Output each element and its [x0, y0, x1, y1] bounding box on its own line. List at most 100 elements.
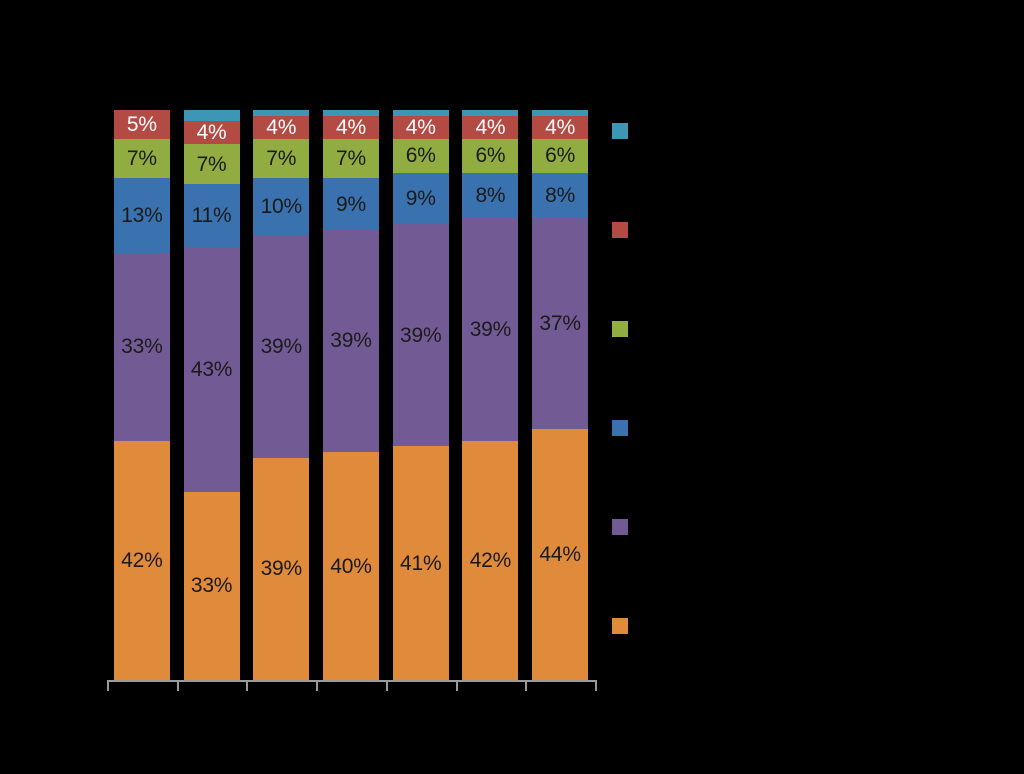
bar-segment: 6% — [392, 138, 449, 173]
x-axis-tick — [385, 680, 388, 691]
bar-segment-label: 39% — [399, 323, 442, 347]
bar-segment: 7% — [113, 138, 170, 179]
bar-segment-label: 42% — [121, 548, 163, 572]
bar-segment-label: 39% — [260, 335, 303, 359]
bar-column: 4% 6% 8% 37% 44% — [532, 110, 589, 680]
bar-segment-label: 4% — [405, 115, 436, 139]
bar-segment-label: 4% — [545, 115, 576, 139]
bar-segment: 6% — [532, 138, 589, 173]
bar-segment: 11% — [183, 184, 240, 247]
plot-area: 5% 7% 13% 33% 42% 4% 7% 11% 43% 33% 4% 7% 10% 39% 39% 4… — [107, 110, 595, 680]
bar-segment — [392, 110, 449, 116]
bar-segment-label: 11% — [191, 203, 232, 227]
bar-column: 4% 7% 9% 39% 40% — [323, 110, 379, 680]
bar-segment-label: 9% — [336, 192, 366, 216]
bar-segment: 39% — [392, 224, 449, 447]
legend-item[interactable] — [612, 518, 636, 536]
bar-segment: 4% — [253, 115, 310, 139]
bar-segment: 4% — [183, 121, 240, 145]
legend-item[interactable] — [612, 221, 636, 239]
bar-segment: 13% — [113, 178, 170, 253]
bar-segment — [532, 110, 589, 116]
bar-segment: 9% — [323, 178, 379, 230]
bar-segment: 4% — [392, 115, 449, 139]
bar-segment: 33% — [183, 491, 240, 680]
bar-segment: 42% — [462, 440, 519, 680]
bar-segment: 39% — [323, 229, 379, 452]
x-axis-tick — [595, 680, 597, 691]
bar-segment-label: 10% — [260, 195, 303, 219]
bar-segment-label: 33% — [121, 335, 163, 359]
x-axis-tick — [316, 680, 319, 691]
bar-column: 4% 7% 11% 43% 33% — [183, 110, 240, 680]
bar-segment: 7% — [323, 138, 379, 179]
bar-column: 4% 6% 9% 39% 41% — [392, 110, 449, 680]
bar-segment-label: 9% — [405, 186, 436, 210]
bar-segment: 39% — [462, 218, 519, 441]
bar-segment-label: 8% — [545, 184, 576, 208]
legend-color-swatch — [612, 420, 628, 436]
bar-segment: 37% — [532, 218, 589, 430]
legend-item[interactable] — [612, 122, 636, 140]
bar-segment-label: 39% — [260, 557, 303, 581]
bar-segment: 43% — [183, 246, 240, 492]
bar-segment-label: 7% — [266, 146, 297, 170]
bar-segment-label: 6% — [405, 144, 436, 168]
bar-segment: 8% — [462, 172, 519, 219]
bar-segment-label: 43% — [190, 357, 233, 381]
bar-segment: 6% — [462, 138, 519, 173]
legend-color-swatch — [612, 222, 628, 238]
bar-segment-label: 41% — [399, 551, 442, 575]
x-axis-tick — [107, 680, 109, 691]
bar-column: 4% 7% 10% 39% 39% — [253, 110, 310, 680]
x-axis-tick — [455, 680, 458, 691]
bar-segment — [462, 110, 519, 116]
chart-legend — [612, 110, 1012, 670]
legend-color-swatch — [612, 321, 628, 337]
bar-segment-label: 4% — [475, 115, 506, 139]
bar-column: 5% 7% 13% 33% 42% — [113, 110, 170, 680]
bar-segment-label: 4% — [196, 121, 227, 145]
bar-segment-label: 42% — [469, 548, 512, 572]
bar-segment-label: 6% — [545, 144, 576, 168]
bar-segment-label: 13% — [121, 203, 163, 227]
x-axis-line — [107, 680, 595, 682]
legend-color-swatch — [612, 123, 628, 139]
bar-segment-label: 4% — [266, 115, 297, 139]
bar-segment — [323, 110, 379, 116]
bar-column: 4% 6% 8% 39% 42% — [462, 110, 519, 680]
bar-segment: 40% — [323, 452, 379, 680]
bar-segment: 9% — [392, 172, 449, 225]
bar-segment-label: 7% — [126, 146, 157, 170]
bar-segment-label: 4% — [336, 115, 366, 139]
bar-segment-label: 33% — [190, 574, 233, 598]
bar-segment-label: 7% — [336, 146, 366, 170]
bar-segment: 7% — [183, 144, 240, 185]
bar-segment — [183, 110, 240, 122]
bar-segment: 44% — [532, 429, 589, 680]
x-axis-tick — [176, 680, 179, 691]
bar-segment: 41% — [392, 446, 449, 680]
bar-segment — [253, 110, 310, 116]
bar-segment-label: 5% — [126, 112, 157, 136]
bar-segment: 10% — [253, 178, 310, 236]
legend-item[interactable] — [612, 617, 636, 635]
x-axis-tick — [246, 680, 249, 691]
bar-segment: 4% — [532, 115, 589, 139]
bar-segment: 5% — [113, 110, 170, 139]
x-axis-tick — [525, 680, 528, 691]
bar-segment: 7% — [253, 138, 310, 179]
bar-segment: 4% — [323, 115, 379, 139]
bar-segment: 33% — [113, 252, 170, 441]
bar-segment: 39% — [253, 235, 310, 458]
bar-segment-label: 39% — [330, 329, 372, 353]
bar-segment-label: 37% — [539, 312, 581, 336]
legend-color-swatch — [612, 618, 628, 634]
bar-segment: 4% — [462, 115, 519, 139]
legend-item[interactable] — [612, 419, 636, 437]
legend-item[interactable] — [612, 320, 636, 338]
bar-segment: 8% — [532, 172, 589, 219]
bar-segment-label: 39% — [469, 317, 512, 341]
bar-segment-label: 6% — [475, 144, 506, 168]
